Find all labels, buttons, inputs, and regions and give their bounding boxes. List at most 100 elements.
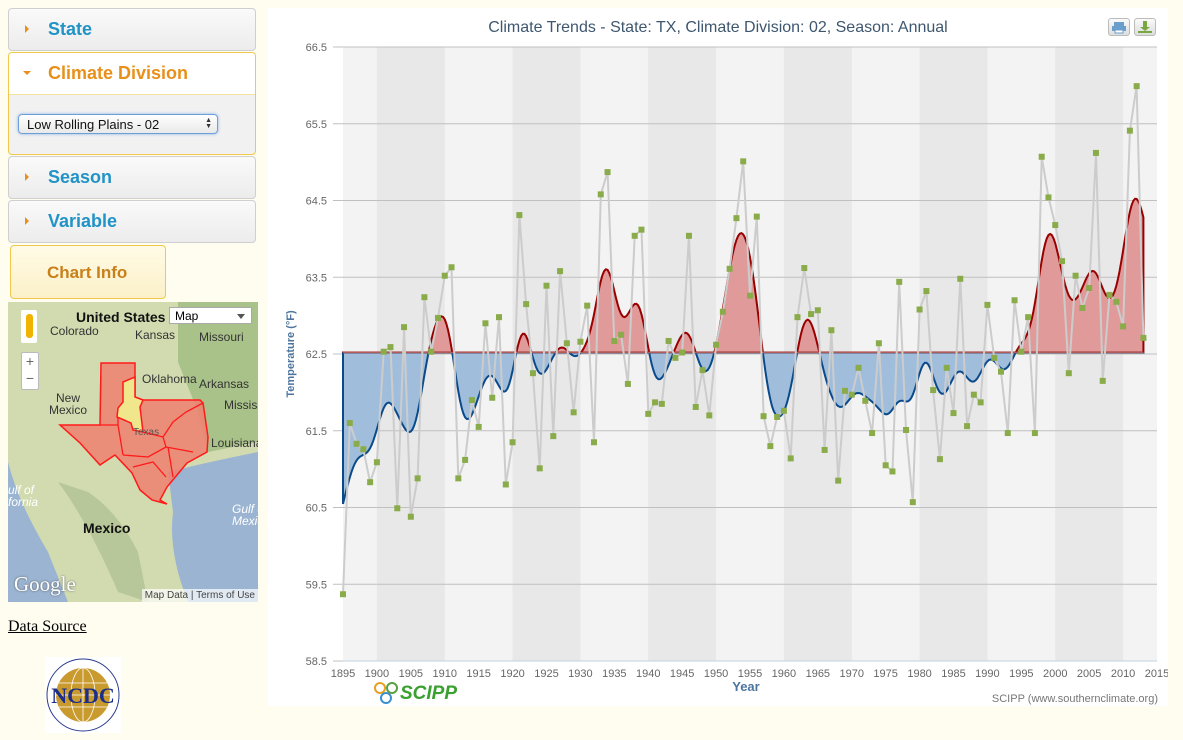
y-tick-label: 59.5 <box>306 579 327 591</box>
data-point <box>434 314 441 321</box>
scipp-logo-text: SCIPP <box>400 683 457 704</box>
data-point <box>848 391 855 398</box>
accordion-climate-division-label: Climate Division <box>48 63 189 83</box>
data-point <box>801 265 808 272</box>
data-point <box>740 158 747 165</box>
data-point <box>794 314 801 321</box>
map-zoom-control[interactable]: + − <box>21 352 39 390</box>
data-point <box>943 364 950 371</box>
data-point <box>1086 284 1093 291</box>
y-tick-label: 65.5 <box>306 119 327 131</box>
data-point <box>950 410 957 417</box>
map-label-mexico: Mexico <box>83 520 131 536</box>
data-point <box>353 440 360 447</box>
climate-division-select[interactable]: Low Rolling Plains - 02 ▲ ▼ <box>18 114 218 134</box>
street-view-pegman-icon[interactable] <box>21 310 37 343</box>
x-axis-label: Year <box>732 679 759 694</box>
data-point <box>482 320 489 327</box>
select-arrows-icon: ▲ ▼ <box>205 117 212 130</box>
data-point <box>903 426 910 433</box>
data-point <box>489 394 496 401</box>
accordion-climate-division-header[interactable]: Climate Division <box>9 53 255 95</box>
data-point <box>1045 194 1052 201</box>
data-point <box>550 433 557 440</box>
data-point <box>774 413 781 420</box>
data-point <box>780 407 787 414</box>
export-button[interactable] <box>1134 18 1156 36</box>
data-point <box>618 331 625 338</box>
chart-info-button[interactable]: Chart Info <box>10 245 166 299</box>
chart-container: 58.5 59.5 60.5 61.5 62.5 63.5 64.5 65.5 66.5 189… <box>268 8 1168 706</box>
y-axis-label: Temperature (°F) <box>285 310 297 398</box>
data-point <box>706 412 713 419</box>
x-tick-label: 1895 <box>331 668 355 680</box>
x-tick-label: 1950 <box>704 668 728 680</box>
data-point <box>638 226 645 233</box>
x-tick-label: 1900 <box>365 668 389 680</box>
data-point <box>814 307 821 314</box>
print-button[interactable] <box>1108 18 1130 36</box>
data-point <box>862 397 869 404</box>
map-type-select[interactable]: Map <box>169 307 252 324</box>
caret-right-icon <box>25 25 29 33</box>
x-tick-label: 2015 <box>1145 668 1168 680</box>
terms-of-use-link[interactable]: Terms of Use <box>196 590 255 601</box>
data-point <box>991 354 998 361</box>
data-point <box>584 302 591 309</box>
data-point <box>394 505 401 512</box>
data-point <box>455 475 462 482</box>
data-point <box>1004 430 1011 437</box>
data-point <box>828 327 835 334</box>
data-point <box>821 446 828 453</box>
data-point <box>570 409 577 416</box>
data-point <box>496 314 503 321</box>
data-point <box>523 301 530 308</box>
data-point <box>1025 314 1032 321</box>
data-point <box>448 264 455 271</box>
smoothed-line-above <box>342 197 1145 353</box>
zoom-in-button[interactable]: + <box>25 353 35 369</box>
y-tick-label: 61.5 <box>306 426 327 438</box>
map-data-link[interactable]: Map Data <box>144 590 189 601</box>
data-point <box>726 265 733 272</box>
data-point <box>407 513 414 520</box>
x-tick-label: 1975 <box>873 668 897 680</box>
below-mean-area <box>343 352 1144 504</box>
data-point <box>536 465 543 472</box>
data-point <box>346 420 353 427</box>
data-point <box>665 337 672 344</box>
download-icon <box>1138 21 1152 33</box>
caret-down-icon <box>23 71 31 75</box>
zoom-out-button[interactable]: − <box>25 370 35 386</box>
data-point <box>747 292 753 299</box>
data-point <box>1079 304 1086 311</box>
chart-info-label: Chart Info <box>47 263 128 282</box>
data-point <box>428 348 435 355</box>
data-point <box>380 348 387 355</box>
x-tick-label: 1920 <box>500 668 524 680</box>
map-label-missouri: Missouri <box>199 330 244 344</box>
data-point <box>1065 370 1072 377</box>
data-point <box>468 397 475 404</box>
map-footer: Map Data | Terms of Use <box>141 589 258 602</box>
data-point <box>1059 258 1066 265</box>
x-tick-label: 1995 <box>1009 668 1033 680</box>
selected-division <box>116 375 144 433</box>
data-point <box>1099 377 1106 384</box>
accordion-variable[interactable]: Variable <box>8 200 256 243</box>
map-widget[interactable]: + − United States Map Colorado Kansas Mi… <box>8 302 258 602</box>
above-mean-area <box>428 198 1144 353</box>
data-point <box>733 215 740 222</box>
accordion-season[interactable]: Season <box>8 156 256 199</box>
data-point <box>590 439 597 446</box>
data-point <box>909 499 916 506</box>
data-point <box>387 344 394 351</box>
data-point <box>964 423 971 430</box>
data-point <box>557 268 564 275</box>
data-point <box>767 443 774 450</box>
data-source-link[interactable]: Data Source <box>8 618 87 635</box>
accordion-variable-label: Variable <box>48 211 118 231</box>
accordion-state[interactable]: State <box>8 8 256 51</box>
y-tick-label: 60.5 <box>306 503 327 515</box>
data-point <box>1126 127 1133 134</box>
